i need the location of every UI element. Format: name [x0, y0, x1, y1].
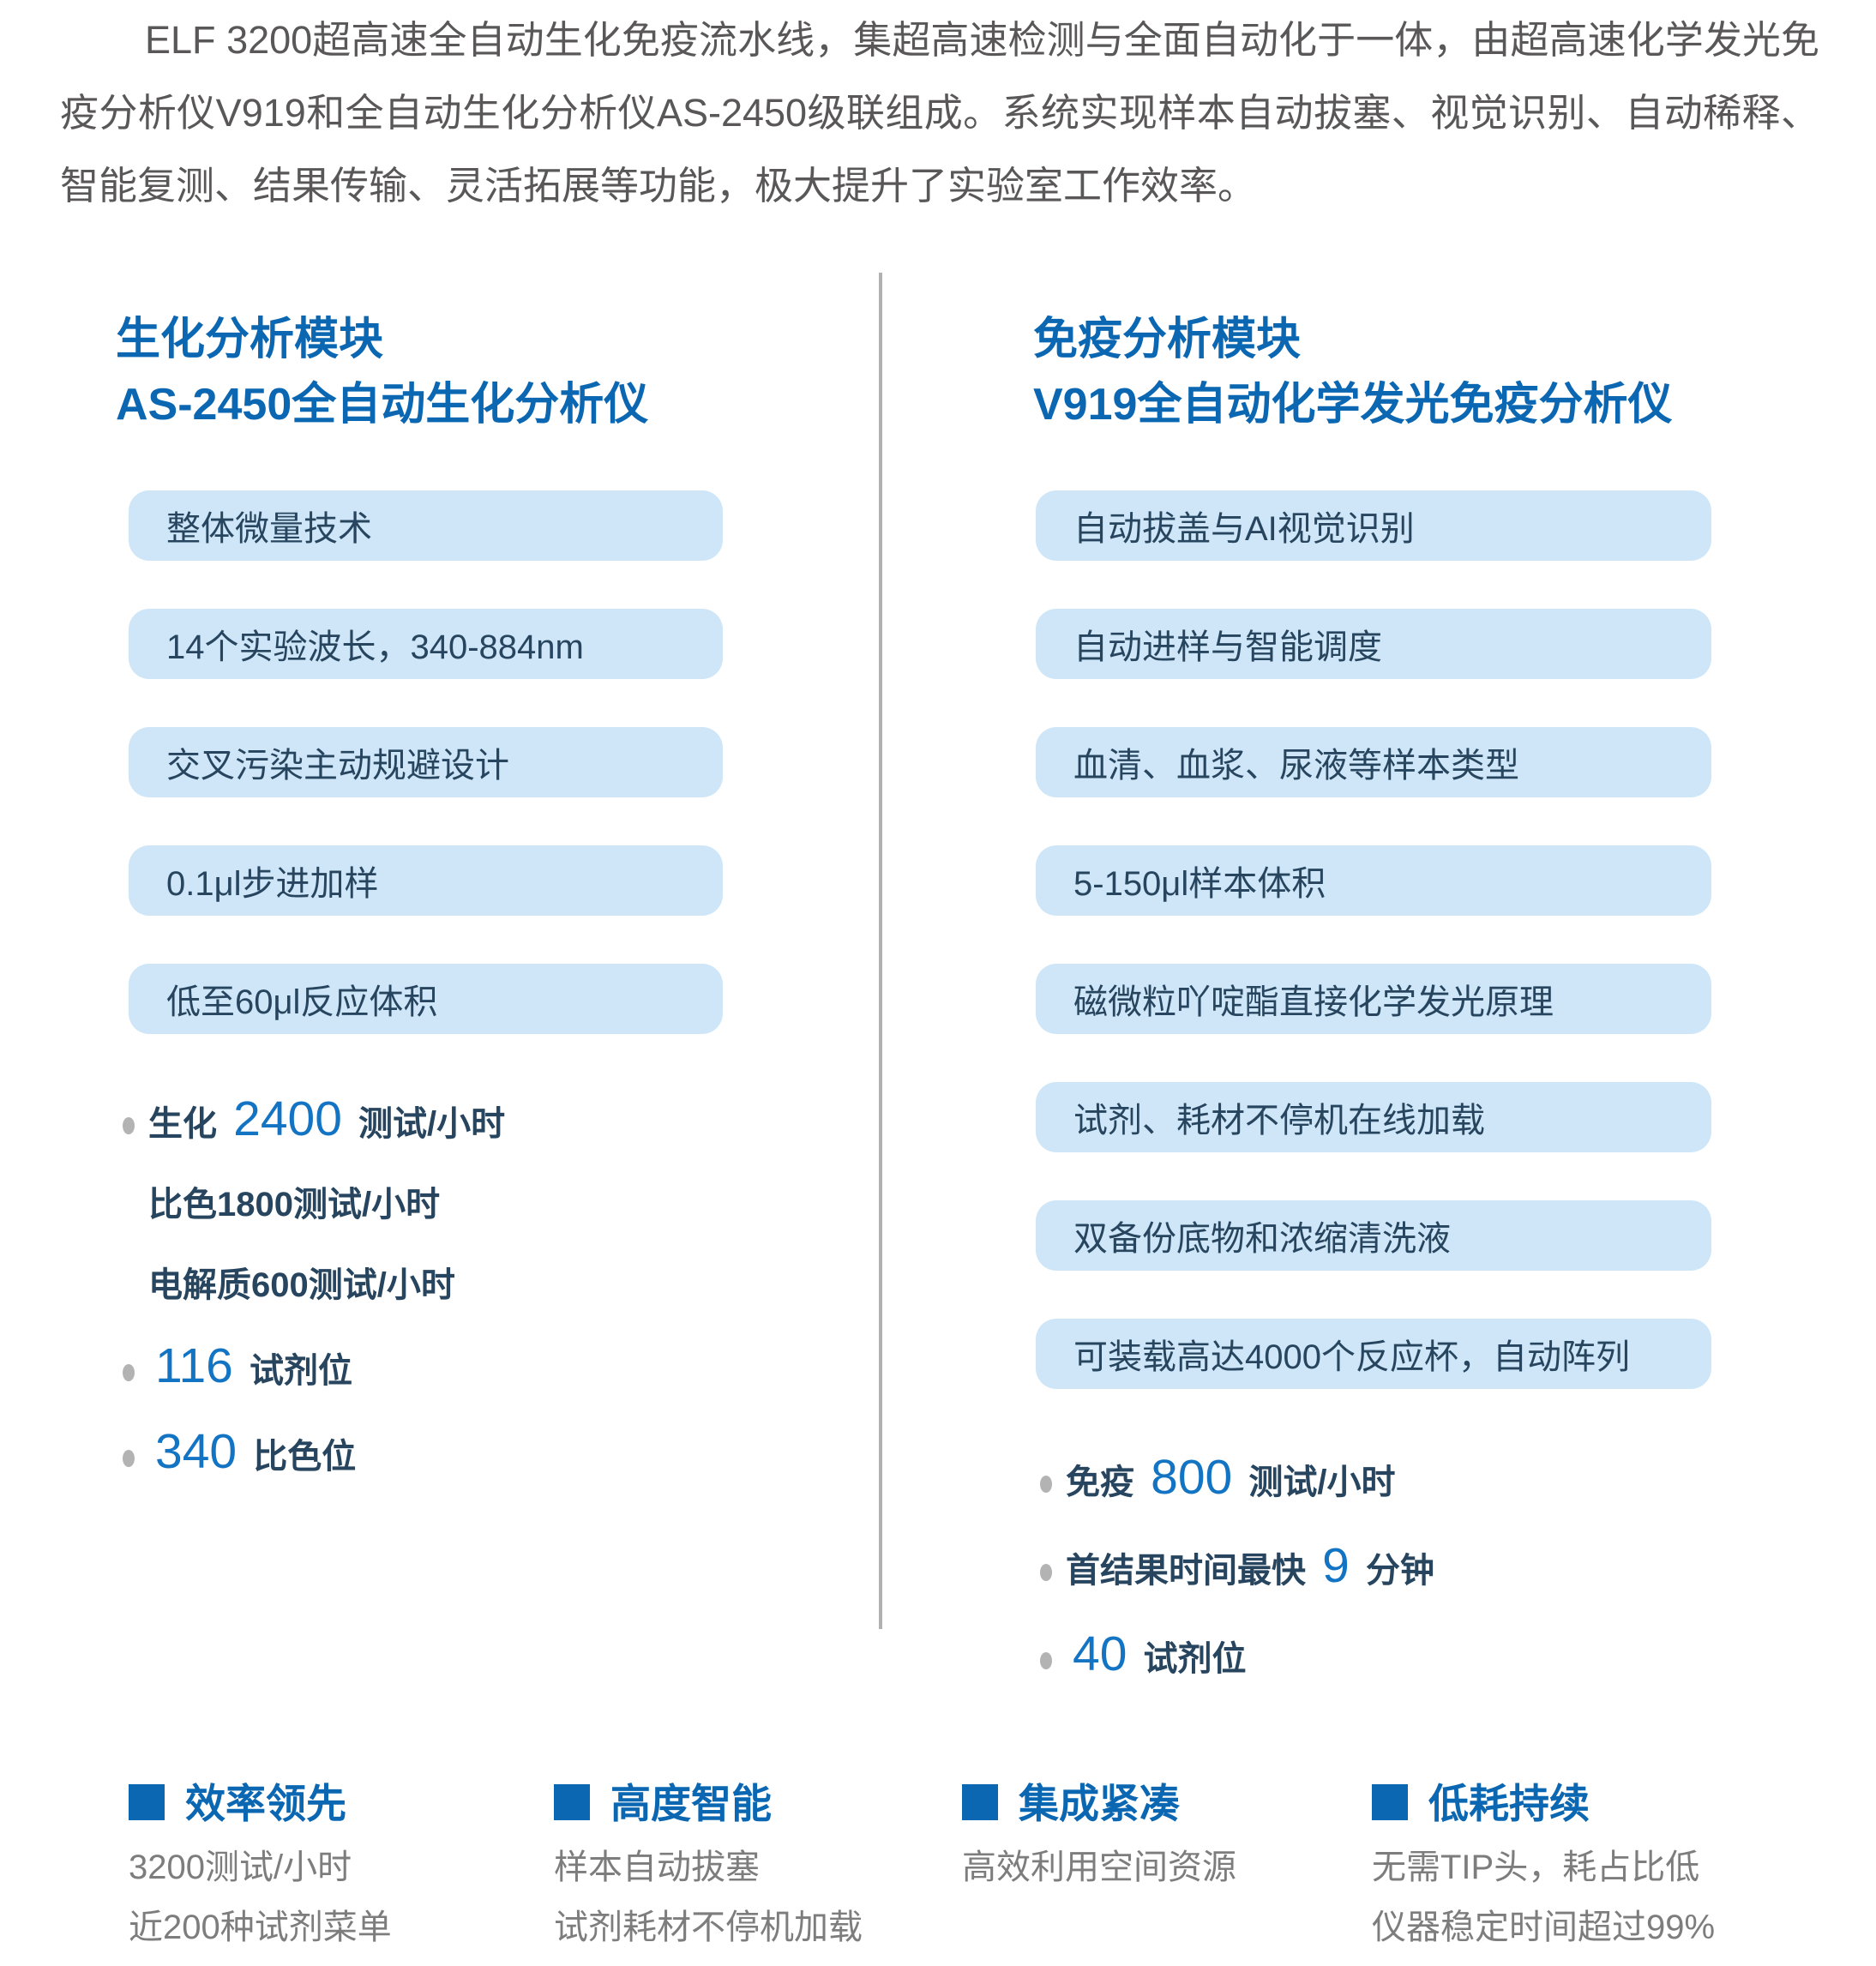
highlight-card: 高度智能样本自动拔塞试剂耗材不停机加载	[554, 1777, 863, 1951]
highlight-line: 3200测试/小时	[129, 1849, 352, 1886]
bullet-dot-icon	[1040, 1564, 1052, 1582]
immuno-module-title-line2: V919全自动化学发光免疫分析仪	[1033, 380, 1673, 430]
feature-pill: 交叉污染主动规避设计	[129, 727, 723, 797]
stat-item: 比色1800测试/小时	[123, 1175, 750, 1235]
highlight-title: 集成紧凑	[962, 1777, 1236, 1831]
feature-pill-label: 磁微粒吖啶酯直接化学发光原理	[1073, 983, 1554, 1021]
feature-pill: 磁微粒吖啶酯直接化学发光原理	[1036, 964, 1711, 1034]
feature-pill: 低至60μl反应体积	[129, 964, 723, 1034]
feature-pill-label: 交叉污染主动规避设计	[166, 747, 509, 785]
immuno-module-title: 免疫分析模块 V919全自动化学发光免疫分析仪	[1033, 307, 1745, 437]
feature-pill-label: 0.1μl步进加样	[166, 865, 379, 903]
biochem-module-title-line1: 生化分析模块	[116, 315, 384, 364]
stat-number: 116	[155, 1338, 233, 1393]
bullet-dot-icon	[123, 1117, 135, 1135]
column-divider	[879, 273, 882, 1629]
feature-pill-label: 整体微量技术	[166, 510, 372, 548]
stat-text-suffix: 试剂位	[239, 1352, 352, 1390]
stat-text-suffix: 测试/小时	[1239, 1464, 1396, 1501]
immuno-feature-list: 自动拔盖与AI视觉识别 自动进样与智能调度血清、血浆、尿液等样本类型 5-150μl…	[1036, 490, 1745, 1389]
feature-pill: 0.1μl步进加样	[129, 845, 723, 916]
feature-pill-label: 自动进样与智能调度	[1073, 628, 1382, 666]
highlight-title-text: 低耗持续	[1428, 1781, 1590, 1826]
highlight-title: 高度智能	[554, 1777, 863, 1831]
stat-text-prefix: 生化	[148, 1105, 227, 1143]
feature-pill-label: 可装载高达4000个反应杯，自动阵列	[1073, 1338, 1630, 1376]
stat-text-prefix: 首结果时间最快	[1066, 1552, 1316, 1590]
stat-text-prefix: 免疫	[1066, 1464, 1145, 1501]
feature-pill: 整体微量技术	[129, 490, 723, 561]
stat-number: 40	[1073, 1626, 1127, 1681]
highlight-title-text: 集成紧凑	[1019, 1781, 1180, 1826]
feature-pill: 自动拔盖与AI视觉识别	[1036, 490, 1711, 561]
square-bullet-icon	[1372, 1784, 1408, 1820]
stat-text-suffix: 比色位	[244, 1438, 357, 1476]
feature-pill: 5-150μl样本体积	[1036, 845, 1711, 916]
highlight-card: 低耗持续无需TIP头，耗占比低 仪器稳定时间超过99%	[1372, 1777, 1715, 1951]
biochem-module-title-line2: AS-2450全自动生化分析仪	[116, 380, 649, 430]
highlight-card: 效率领先 3200测试/小时近200种试剂菜单	[129, 1777, 392, 1951]
square-bullet-icon	[129, 1784, 165, 1820]
bullet-dot-icon	[123, 1450, 135, 1468]
feature-pill-label: 双备份底物和浓缩清洗液	[1073, 1220, 1451, 1258]
highlight-title-text: 高度智能	[610, 1781, 772, 1826]
stat-item: 免疫 800 测试/小时	[1040, 1447, 1745, 1512]
feature-pill-label: 血清、血浆、尿液等样本类型	[1073, 747, 1519, 785]
feature-pill-label: 试剂、耗材不停机在线加载	[1073, 1102, 1485, 1139]
stat-number: 340	[155, 1424, 238, 1479]
highlight-line: 样本自动拔塞	[554, 1849, 760, 1886]
highlight-title: 低耗持续	[1372, 1777, 1715, 1831]
stat-item: 生化 2400 测试/小时	[123, 1089, 750, 1154]
highlight-line: 近200种试剂菜单	[129, 1909, 392, 1946]
feature-pill-label: 5-150μl样本体积	[1073, 865, 1326, 903]
feature-pill: 双备份底物和浓缩清洗液	[1036, 1200, 1711, 1271]
highlight-line: 无需TIP头，耗占比低	[1372, 1849, 1700, 1886]
stat-text-suffix: 测试/小时	[348, 1105, 506, 1143]
square-bullet-icon	[554, 1784, 590, 1820]
stat-item: 首结果时间最快 9 分钟	[1040, 1536, 1745, 1601]
highlight-line: 高效利用空间资源	[962, 1849, 1236, 1886]
stat-text-prefix: 电解质600测试/小时	[148, 1266, 455, 1304]
biochem-module-title: 生化分析模块 AS-2450全自动生化分析仪	[116, 307, 750, 437]
highlights-row: 效率领先 3200测试/小时近200种试剂菜单 高度智能样本自动拔塞试剂耗材不停机加…	[0, 1777, 1876, 1966]
feature-pill-label: 自动拔盖与AI视觉识别	[1073, 510, 1415, 548]
stat-text-suffix: 分钟	[1356, 1552, 1434, 1590]
feature-pill: 14个实验波长，340-884nm	[129, 609, 723, 679]
stat-number: 9	[1322, 1538, 1350, 1593]
feature-pill: 试剂、耗材不停机在线加载	[1036, 1082, 1711, 1152]
bullet-dot-icon	[1040, 1476, 1052, 1494]
biochem-feature-list: 整体微量技术 14个实验波长，340-884nm 交叉污染主动规避设计 0.1μl步进…	[129, 490, 750, 1034]
biochem-stats-list: 生化 2400 测试/小时比色1800测试/小时 电解质600测试/小时 116 试…	[123, 1089, 750, 1487]
stat-text-prefix: 比色1800测试/小时	[148, 1186, 441, 1223]
feature-pill-label: 低至60μl反应体积	[166, 983, 438, 1021]
feature-pill: 血清、血浆、尿液等样本类型	[1036, 727, 1711, 797]
stat-number: 800	[1151, 1450, 1233, 1505]
stat-item: 340 比色位	[123, 1422, 750, 1487]
highlight-title: 效率领先	[129, 1777, 392, 1831]
biochem-module-section: 生化分析模块 AS-2450全自动生化分析仪 整体微量技术 14个实验波长，340…	[116, 292, 750, 1507]
immuno-stats-list: 免疫 800 测试/小时 首结果时间最快 9 分钟 40 试剂位	[1040, 1447, 1745, 1689]
bullet-dot-icon	[1040, 1652, 1052, 1670]
stat-number: 2400	[233, 1091, 342, 1146]
stat-item: 电解质600测试/小时	[123, 1255, 750, 1315]
stat-text-suffix: 试剂位	[1133, 1640, 1247, 1678]
feature-pill: 可装载高达4000个反应杯，自动阵列	[1036, 1319, 1711, 1389]
immuno-module-section: 免疫分析模块 V919全自动化学发光免疫分析仪 自动拔盖与AI视觉识别 自动进样与…	[1033, 292, 1745, 1712]
feature-pill: 自动进样与智能调度	[1036, 609, 1711, 679]
stat-item: 116 试剂位	[123, 1336, 750, 1401]
highlight-title-text: 效率领先	[185, 1781, 346, 1826]
feature-pill-label: 14个实验波长，340-884nm	[166, 628, 584, 666]
stat-item: 40 试剂位	[1040, 1624, 1745, 1689]
intro-paragraph: ELF 3200超高速全自动生化免疫流水线，集超高速检测与全面自动化于一体，由超…	[60, 18, 1819, 207]
immuno-module-title-line1: 免疫分析模块	[1033, 315, 1302, 364]
highlight-line: 试剂耗材不停机加载	[554, 1909, 863, 1946]
square-bullet-icon	[962, 1784, 998, 1820]
highlight-card: 集成紧凑高效利用空间资源	[962, 1777, 1236, 1891]
bullet-dot-icon	[123, 1364, 135, 1382]
highlight-line: 仪器稳定时间超过99%	[1372, 1909, 1716, 1946]
